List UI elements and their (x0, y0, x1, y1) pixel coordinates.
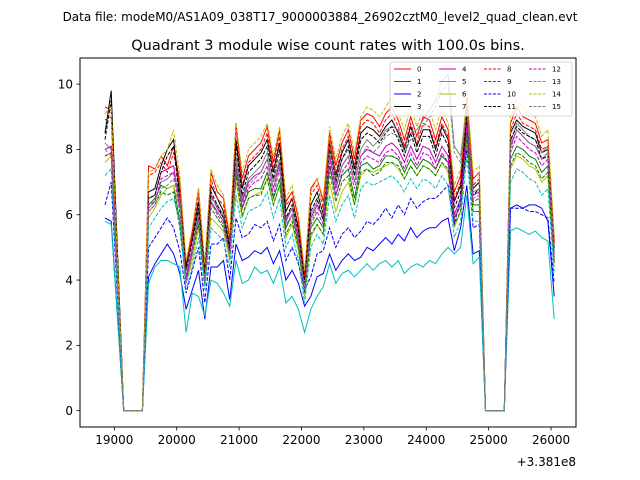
legend-label-13: 13 (552, 78, 561, 86)
legend-label-9: 9 (507, 78, 511, 86)
legend-label-15: 15 (552, 103, 561, 111)
suptitle: Data file: modeM0/AS1A09_038T17_90000038… (63, 10, 578, 24)
legend-label-11: 11 (507, 103, 516, 111)
legend-label-14: 14 (552, 91, 561, 99)
y-tick-label: 4 (65, 273, 73, 287)
series-line-9 (104, 136, 555, 412)
x-tick-label: 26000 (532, 433, 570, 447)
legend-label-8: 8 (507, 66, 511, 74)
legend-label-2: 2 (417, 91, 421, 99)
series-line-4 (104, 119, 555, 412)
series-line-2 (104, 185, 555, 412)
legend-box (389, 61, 573, 117)
series-line-10 (104, 149, 555, 412)
legend-label-12: 12 (552, 66, 561, 74)
legend-label-5: 5 (462, 78, 466, 86)
y-tick-label: 0 (65, 404, 73, 418)
plot-frame (79, 57, 577, 428)
plot-area (104, 73, 555, 412)
series-line-13 (104, 155, 555, 412)
x-tick-label: 20000 (158, 433, 196, 447)
y-tick-label: 6 (65, 208, 73, 222)
y-axis: 0 2 4 6 8 10 (58, 77, 80, 418)
legend-label-6: 6 (462, 91, 467, 99)
series-line-1 (104, 129, 555, 412)
legend-label-3: 3 (417, 103, 421, 111)
series-line-12 (104, 126, 555, 412)
x-tick-label: 22000 (282, 433, 320, 447)
legend-label-7: 7 (462, 103, 466, 111)
series-line-3 (104, 90, 555, 412)
legend-label-0: 0 (417, 66, 421, 74)
series-line-5 (104, 195, 555, 412)
x-tick-label: 23000 (345, 433, 383, 447)
x-tick-label: 19000 (95, 433, 133, 447)
chart-title: Quadrant 3 module wise count rates with … (131, 38, 525, 54)
x-offset-label: +3.381e8 (517, 455, 576, 469)
legend-label-4: 4 (462, 66, 467, 74)
x-axis: 19000 20000 21000 22000 23000 24000 25000 26000 (95, 427, 570, 447)
y-tick-label: 2 (65, 339, 73, 353)
y-tick-label: 8 (65, 143, 73, 157)
x-tick-label: 21000 (220, 433, 258, 447)
legend-label-1: 1 (417, 78, 421, 86)
x-tick-label: 25000 (470, 433, 508, 447)
series-line-7 (104, 73, 555, 412)
series-line-15 (104, 82, 555, 412)
x-tick-label: 24000 (407, 433, 445, 447)
series-line-6 (104, 142, 555, 412)
legend-label-10: 10 (507, 91, 516, 99)
series-line-0 (104, 97, 555, 412)
y-tick-label: 10 (58, 77, 73, 91)
series-line-14 (104, 90, 555, 412)
